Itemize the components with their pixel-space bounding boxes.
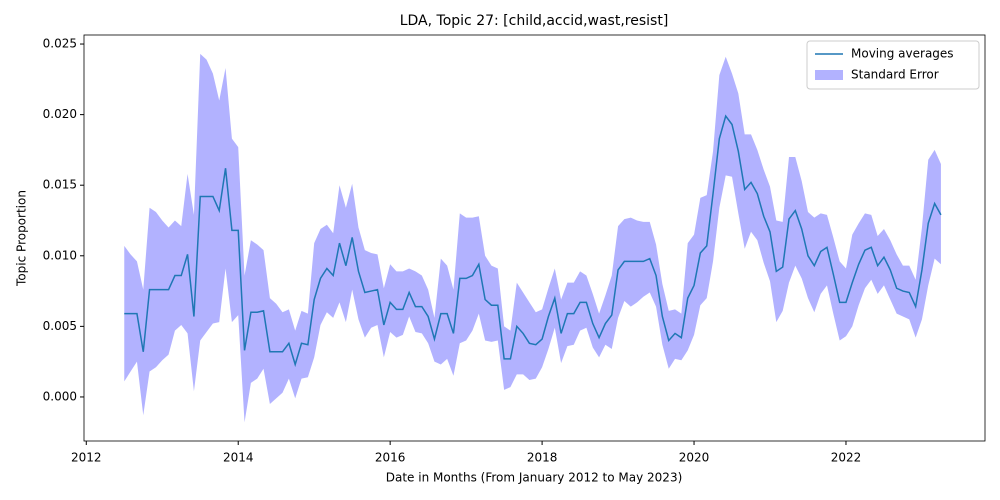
legend-patch [815,70,843,80]
x-tick-label: 2018 [527,451,558,465]
series-line [124,114,942,368]
y-tick-label: 0.005 [43,319,77,333]
x-tick-label: 2016 [375,451,406,465]
x-tick-label: 2012 [71,451,102,465]
chart-title: LDA, Topic 27: [child,accid,wast,resist] [400,13,669,29]
y-tick-label: 0.015 [43,178,77,192]
y-tick-label: 0.000 [43,389,77,403]
plot-frame [83,34,986,442]
error-band [124,53,941,423]
legend-label: Moving averages [851,47,954,61]
legend-box [806,40,980,90]
x-tick-label: 2014 [223,451,254,465]
y-tick-label: 0.025 [43,37,77,51]
y-axis-label: Topic Proportion [15,190,29,287]
x-axis-label: Date in Months (From January 2012 to May… [386,471,683,485]
x-tick-label: 2022 [831,451,862,465]
x-tick-label: 2020 [679,451,710,465]
y-tick-label: 0.010 [43,248,77,262]
y-tick-label: 0.020 [43,107,77,121]
legend-label: Standard Error [851,68,939,82]
